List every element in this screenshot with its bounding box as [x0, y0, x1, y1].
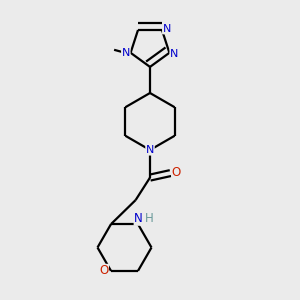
- Text: O: O: [172, 166, 181, 179]
- Text: O: O: [99, 264, 108, 278]
- Text: N: N: [122, 48, 130, 58]
- Text: N: N: [134, 212, 143, 225]
- Text: N: N: [163, 24, 171, 34]
- Text: N: N: [170, 49, 178, 59]
- Text: N: N: [146, 145, 154, 155]
- Text: H: H: [145, 212, 154, 225]
